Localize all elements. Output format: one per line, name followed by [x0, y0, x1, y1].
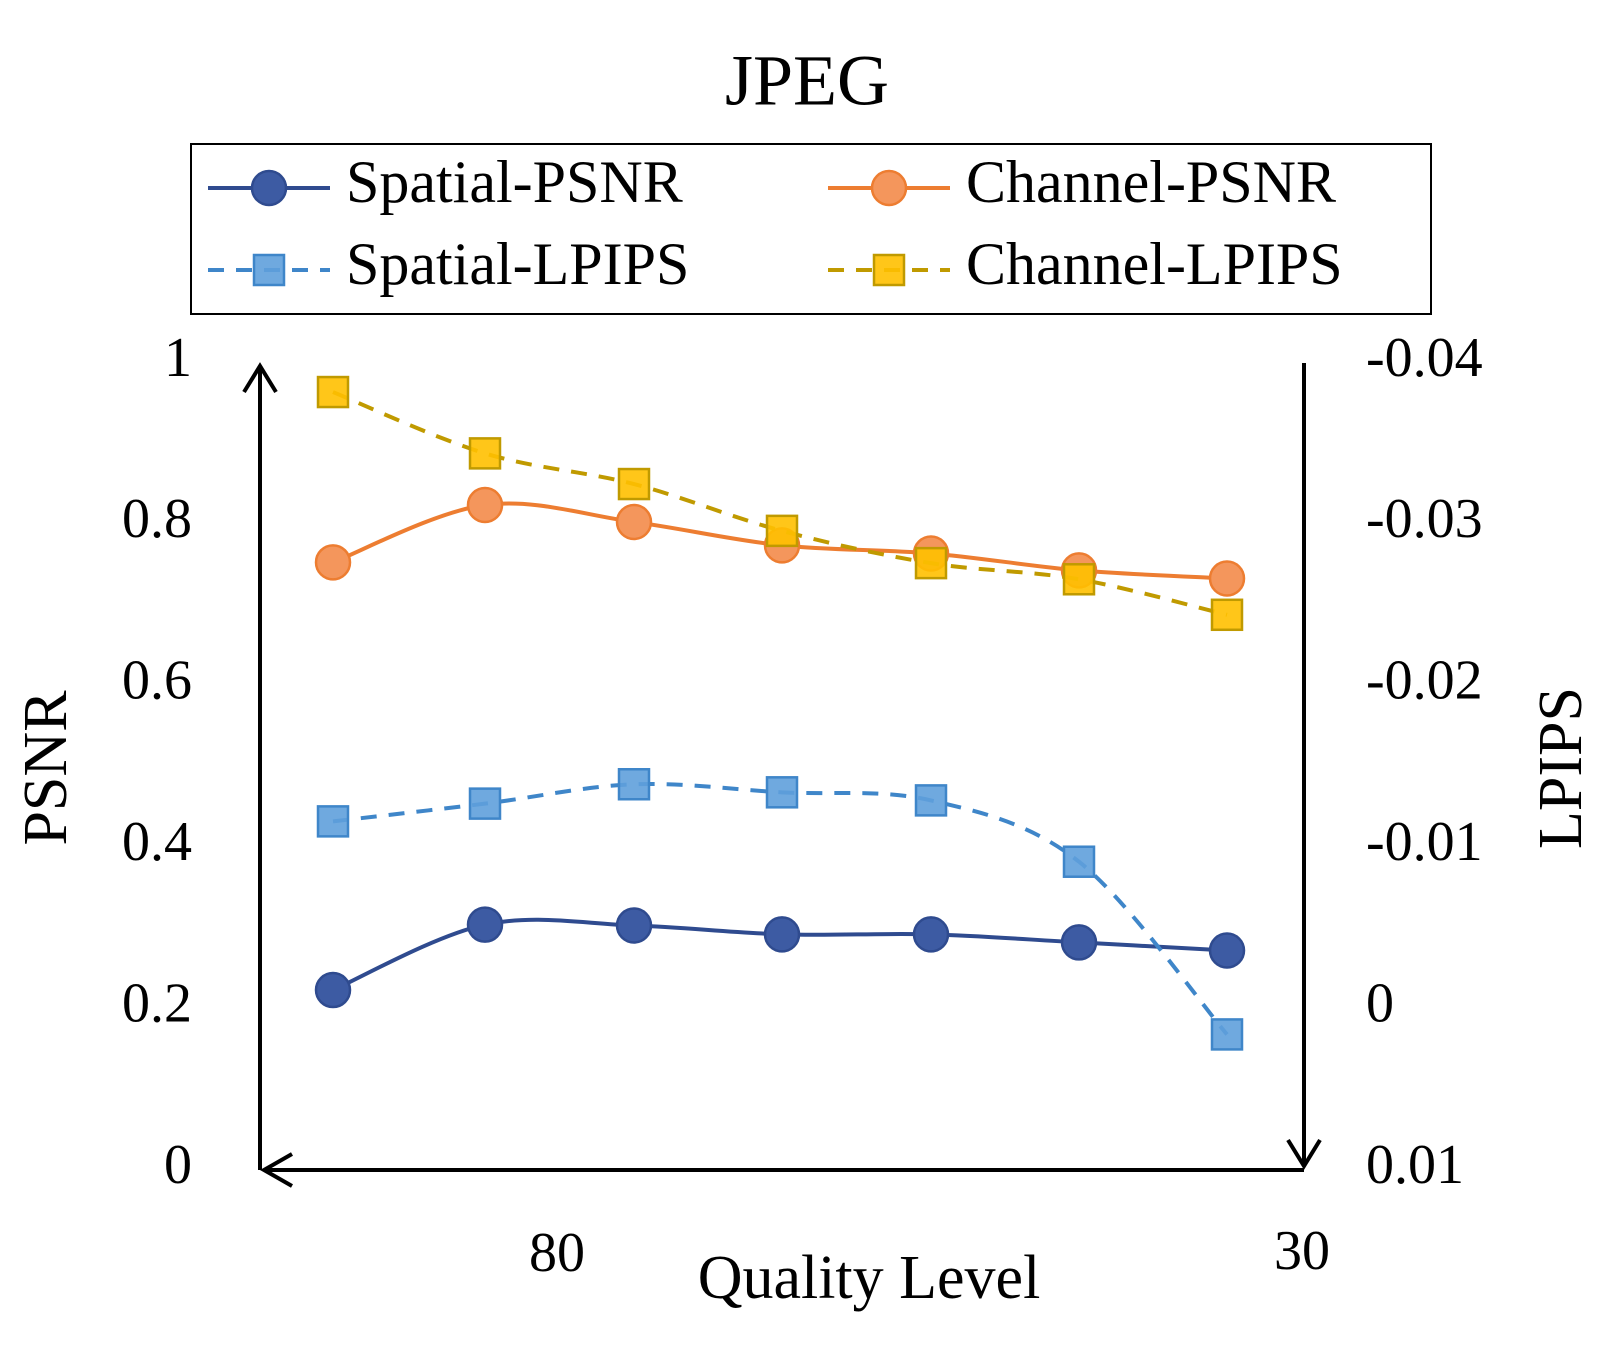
chart-title: JPEG: [725, 41, 889, 121]
legend-label: Spatial-PSNR: [346, 149, 683, 215]
y-tick-label: 0.2: [122, 972, 192, 1034]
point: [914, 546, 948, 580]
point: [765, 776, 799, 809]
point: [1062, 845, 1096, 878]
y-tick-label: 1: [164, 327, 192, 389]
legend-box: [190, 143, 1432, 315]
point: [617, 467, 651, 501]
point: [765, 514, 799, 548]
point: [1060, 924, 1098, 961]
legend-label: Channel-LPIPS: [966, 231, 1343, 297]
axes: [242, 362, 1322, 1188]
legend-marker: [250, 169, 288, 207]
y-tick-label: 0.6: [122, 650, 192, 712]
y2-tick-label: -0.03: [1366, 488, 1483, 550]
x-axis-label: Quality Level: [698, 1244, 1041, 1312]
point: [912, 916, 950, 953]
y2-tick-label: 0.01: [1366, 1134, 1464, 1196]
point: [314, 971, 352, 1009]
point: [615, 503, 653, 541]
y2-tick-label: 0: [1366, 972, 1394, 1034]
x-axis-arrow: [259, 1152, 293, 1188]
x-label: 80: [529, 1222, 585, 1284]
legend-label: Spatial-LPIPS: [346, 231, 689, 297]
point: [1208, 932, 1246, 969]
y-tick-label: 0.4: [122, 811, 192, 873]
y2-axis-label: LPIPS: [1527, 687, 1595, 849]
legend-marker: [870, 169, 908, 207]
y2-tick-label: -0.01: [1366, 811, 1483, 873]
y-axis-label: PSNR: [12, 690, 80, 846]
point: [468, 437, 502, 470]
y2-tick-label: -0.04: [1366, 327, 1483, 389]
point: [617, 768, 651, 801]
y-axis-arrow: [242, 362, 278, 394]
point: [1062, 563, 1096, 596]
point: [466, 906, 504, 943]
x-label: 30: [1274, 1220, 1330, 1282]
legend-label: Channel-PSNR: [966, 149, 1336, 215]
point: [314, 544, 352, 581]
series-line: [332, 781, 1229, 1036]
point: [1208, 560, 1246, 597]
y-tick-label: 0: [164, 1134, 192, 1196]
point: [914, 784, 948, 817]
y2-axis-arrow: [1286, 1138, 1322, 1170]
point: [763, 916, 801, 953]
legend-marker: [252, 253, 286, 287]
point: [1210, 1018, 1244, 1051]
legend-marker: [872, 253, 906, 287]
point: [468, 787, 502, 820]
y2-tick-label: -0.02: [1366, 650, 1483, 712]
point: [466, 486, 504, 524]
point: [1210, 598, 1244, 632]
point: [316, 375, 350, 409]
y-tick-label: 0.8: [122, 488, 192, 550]
point: [615, 907, 653, 944]
point: [316, 805, 350, 838]
